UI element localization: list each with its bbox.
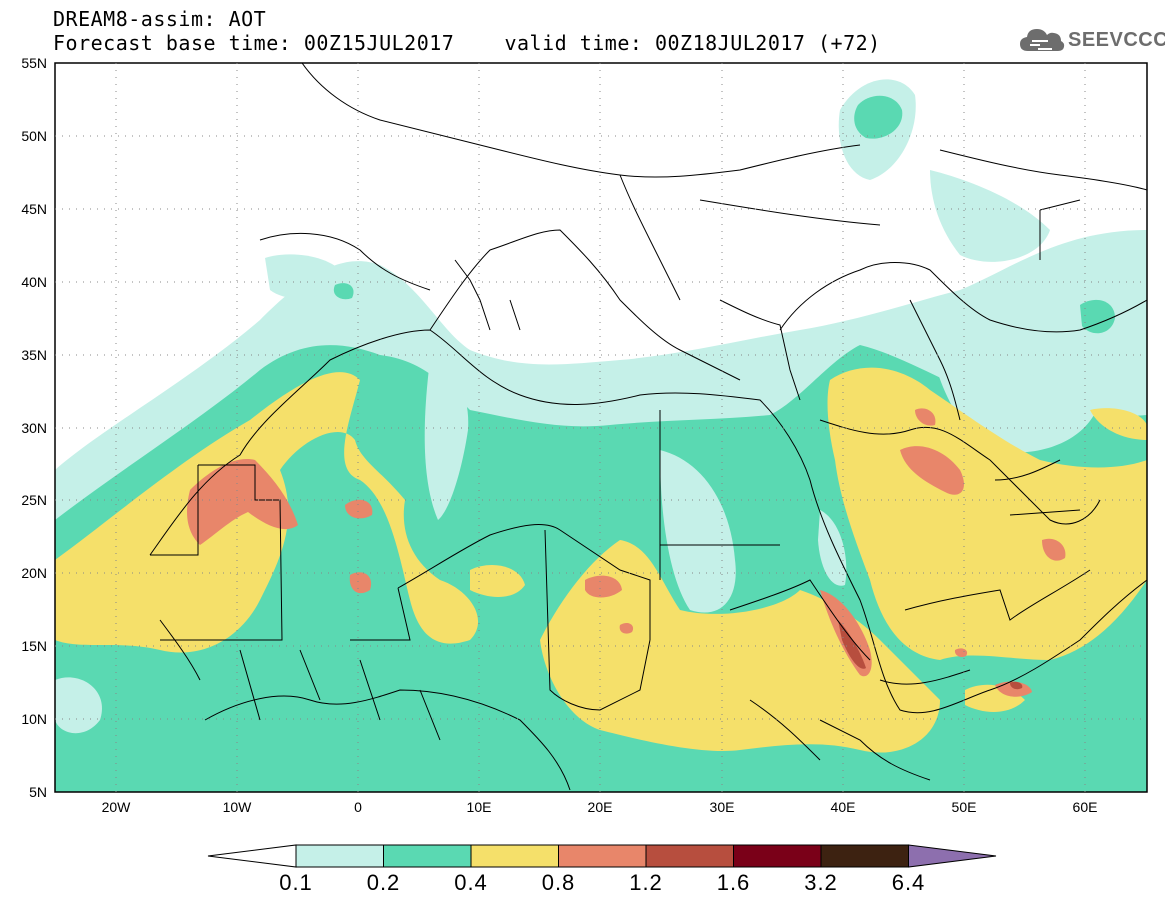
- colorbar-swatch: [733, 844, 822, 868]
- colorbar-tick-label: 1.6: [716, 870, 751, 895]
- colorbar-swatch: [645, 844, 734, 868]
- lat-label: 15N: [21, 638, 47, 654]
- lon-label: 30E: [710, 799, 735, 815]
- lat-label: 20N: [21, 565, 47, 581]
- colorbar-under-arrow: [207, 844, 297, 868]
- forecast-times: Forecast base time: 00Z15JUL2017 valid t…: [53, 31, 881, 55]
- colorbar-swatch: [820, 844, 909, 868]
- map-title: DREAM8-assim: AOT: [53, 7, 267, 31]
- coastlines: [149, 63, 1147, 791]
- colorbar-swatch: [558, 844, 647, 868]
- lat-label: 40N: [21, 274, 47, 290]
- colorbar-over-arrow: [908, 844, 997, 868]
- lon-label: 60E: [1073, 799, 1098, 815]
- colorbar-tick-label: 0.8: [541, 870, 576, 895]
- lon-label: 10W: [223, 799, 253, 815]
- colorbar-tick-label: 0.1: [279, 870, 313, 895]
- longitude-labels: 20W 10W 0 10E 20E 30E 40E 50E 60E: [102, 799, 1098, 815]
- lon-label: 20E: [588, 799, 613, 815]
- latitude-labels: 55N 50N 45N 40N 35N 30N 25N 20N 15N 10N …: [21, 55, 47, 800]
- lat-label: 25N: [21, 492, 47, 508]
- colorbar-tick-label: 0.2: [366, 870, 401, 895]
- colorbar-swatch: [383, 844, 472, 868]
- colorbar-swatch: [470, 844, 559, 868]
- lat-label: 5N: [29, 784, 47, 800]
- lon-label: 10E: [467, 799, 492, 815]
- lon-label: 50E: [952, 799, 977, 815]
- colorbar-tick-label: 1.2: [629, 870, 663, 895]
- colorbar-swatch: [295, 844, 384, 868]
- colorbar-tick-label: 3.2: [804, 870, 838, 895]
- lon-label: 0: [354, 799, 362, 815]
- lat-label: 45N: [21, 201, 47, 217]
- grid: [55, 63, 1147, 792]
- lon-label: 40E: [831, 799, 856, 815]
- lon-label: 20W: [102, 799, 132, 815]
- contour-1.2: [838, 620, 1023, 690]
- colorbar-tick-label: 6.4: [891, 870, 926, 895]
- aot-contours: [55, 79, 1147, 792]
- colorbar: [207, 844, 997, 868]
- logo-text: SEEVCCC: [1068, 29, 1165, 51]
- lat-label: 30N: [21, 420, 47, 436]
- lat-label: 55N: [21, 55, 47, 71]
- lat-label: 10N: [21, 711, 47, 727]
- colorbar-tick-label: 0.4: [454, 870, 488, 895]
- contour-0.1-inner: [55, 345, 1100, 734]
- lat-label: 35N: [21, 347, 47, 363]
- lat-label: 50N: [21, 128, 47, 144]
- seevccc-logo: SEEVCCC: [1018, 25, 1165, 55]
- cloud-icon: [1020, 29, 1065, 51]
